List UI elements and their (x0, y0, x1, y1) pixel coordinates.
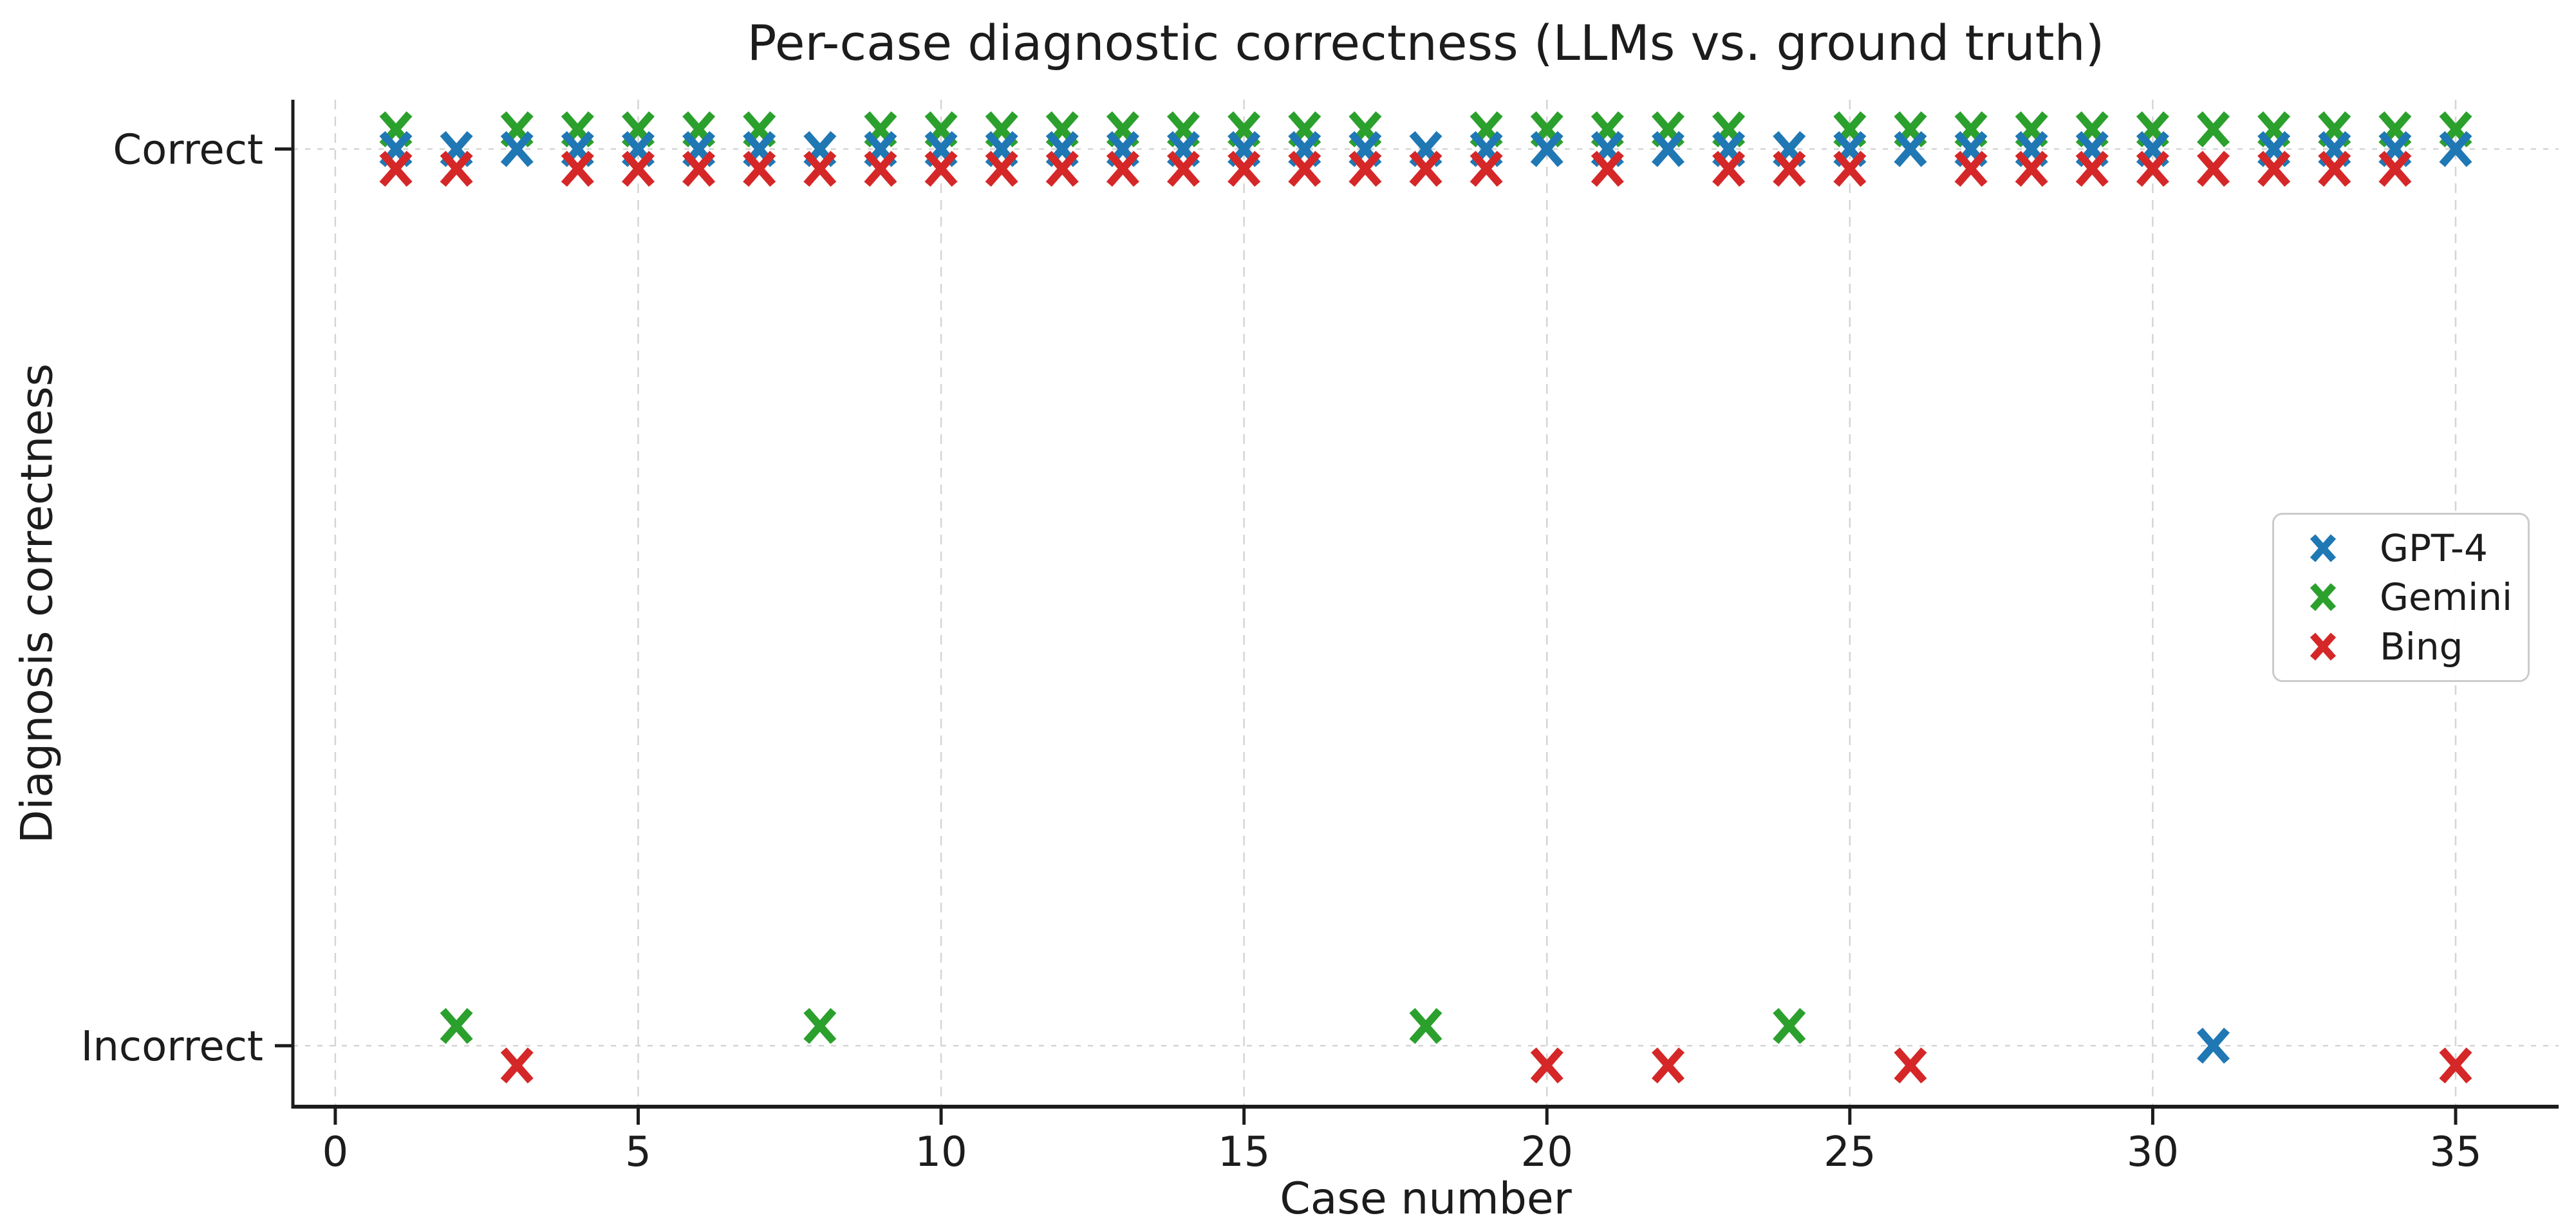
data-point-bing-case-23 (1712, 151, 1746, 187)
data-point-gemini-case-18 (1409, 1008, 1442, 1044)
x-marker-icon (2310, 534, 2337, 562)
data-point-gemini-case-24 (1773, 1008, 1806, 1044)
x-tick-label: 30 (2127, 1129, 2179, 1176)
data-point-gpt4-case-20 (1530, 131, 1563, 167)
y-tick-label-incorrect: Incorrect (80, 1023, 263, 1071)
x-marker-glyph (2310, 632, 2337, 661)
data-point-bing-case-7 (743, 151, 776, 187)
data-point-gpt4-case-35 (2439, 131, 2472, 167)
x-axis-title: Case number (1280, 1174, 1572, 1224)
data-point-gpt4-case-31 (2197, 1028, 2230, 1064)
data-point-gemini-case-31 (2197, 111, 2230, 147)
x-marker-icon (2310, 583, 2337, 612)
data-point-bing-case-33 (2318, 151, 2351, 187)
x-tick-label: 0 (322, 1129, 349, 1176)
data-point-bing-case-35 (2439, 1047, 2472, 1084)
data-point-bing-case-19 (1470, 151, 1503, 187)
data-point-bing-case-29 (2075, 151, 2109, 187)
legend-label: Gemini (2380, 575, 2513, 620)
x-tick-label: 15 (1218, 1129, 1270, 1176)
legend-item-bing: Bing (2274, 625, 2528, 669)
legend: GPT-4 Gemini Bing (2272, 513, 2530, 682)
data-point-bing-case-24 (1773, 151, 1806, 187)
x-tick-label: 20 (1521, 1129, 1573, 1176)
legend-label: GPT-4 (2380, 526, 2488, 571)
data-point-bing-case-9 (864, 151, 897, 187)
data-point-bing-case-30 (2136, 151, 2169, 187)
data-point-bing-case-12 (1045, 151, 1079, 187)
legend-label: Bing (2380, 624, 2463, 669)
data-point-gpt4-case-26 (1894, 131, 1927, 167)
data-point-bing-case-14 (1167, 151, 1200, 187)
x-tick-label: 10 (915, 1129, 967, 1176)
legend-item-gpt4: GPT-4 (2274, 526, 2528, 570)
x-marker-glyph (2310, 534, 2337, 562)
x-tick-label: 35 (2429, 1129, 2481, 1176)
x-marker-icon (2310, 632, 2337, 661)
data-point-bing-case-10 (924, 151, 958, 187)
data-point-bing-case-8 (803, 151, 837, 187)
x-tick-label: 25 (1824, 1129, 1876, 1176)
data-point-bing-case-25 (1833, 151, 1867, 187)
data-point-bing-case-11 (985, 151, 1018, 187)
data-point-bing-case-16 (1288, 151, 1321, 187)
data-point-bing-case-6 (682, 151, 716, 187)
data-point-bing-case-26 (1894, 1047, 1927, 1084)
data-point-bing-case-2 (440, 151, 473, 187)
legend-item-gemini: Gemini (2274, 575, 2528, 619)
data-point-bing-case-13 (1106, 151, 1139, 187)
data-point-bing-case-15 (1227, 151, 1261, 187)
data-point-bing-case-5 (621, 151, 655, 187)
x-marker-glyph (2310, 583, 2337, 612)
data-point-bing-case-31 (2197, 151, 2230, 187)
chart-title: Per-case diagnostic correctness (LLMs vs… (747, 14, 2105, 71)
data-point-gemini-case-8 (803, 1008, 837, 1044)
data-point-gpt4-case-3 (500, 131, 534, 167)
data-point-bing-case-4 (561, 151, 594, 187)
data-point-bing-case-3 (500, 1047, 534, 1084)
data-point-bing-case-32 (2257, 151, 2291, 187)
data-point-gemini-case-2 (440, 1008, 473, 1044)
data-point-bing-case-17 (1349, 151, 1382, 187)
data-point-bing-case-27 (1954, 151, 1988, 187)
data-point-bing-case-28 (2015, 151, 2048, 187)
data-point-bing-case-18 (1409, 151, 1442, 187)
data-point-bing-case-1 (379, 151, 413, 187)
data-point-bing-case-20 (1530, 1047, 1563, 1084)
data-point-bing-case-22 (1651, 1047, 1685, 1084)
x-tick-label: 5 (625, 1129, 651, 1176)
data-point-bing-case-21 (1591, 151, 1624, 187)
y-tick-label-correct: Correct (113, 127, 263, 174)
data-point-bing-case-34 (2378, 151, 2412, 187)
data-point-gpt4-case-22 (1651, 131, 1685, 167)
